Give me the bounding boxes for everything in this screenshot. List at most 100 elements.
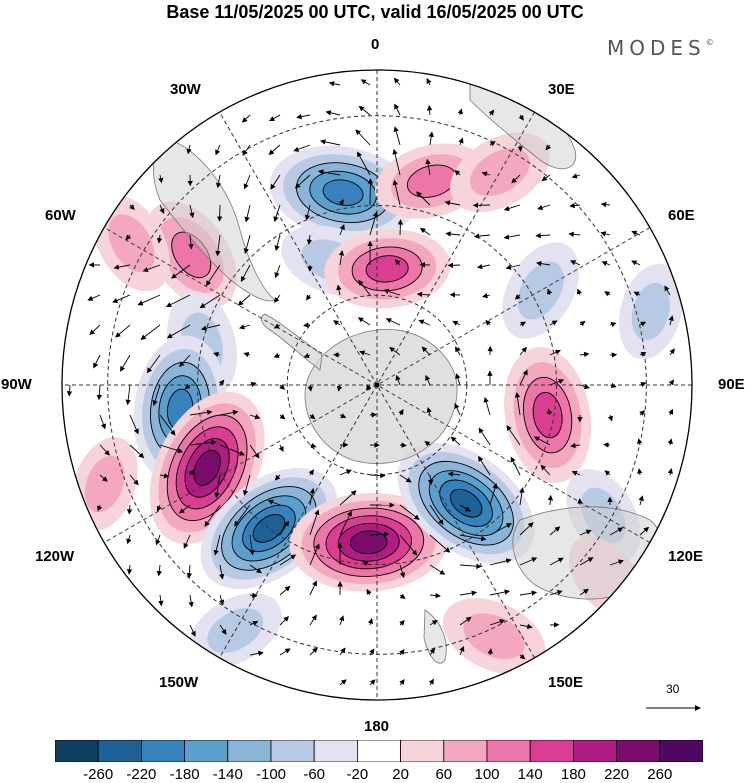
wind-vector <box>99 444 110 456</box>
wind-vector <box>218 379 225 386</box>
wind-vector <box>213 351 221 358</box>
wind-vector <box>426 407 432 416</box>
wind-vector <box>421 346 431 356</box>
wind-vector <box>570 260 581 266</box>
lon-label-120w: 120W <box>35 548 75 565</box>
wind-vector <box>454 402 461 416</box>
wind-vector <box>455 373 461 386</box>
wind-vector <box>459 645 465 656</box>
wind-vector <box>455 346 461 356</box>
wind-vector <box>535 232 551 239</box>
wind-vector <box>249 381 257 388</box>
wind-vector <box>395 374 401 386</box>
wind-vector <box>249 444 260 459</box>
wind-vector <box>305 294 312 301</box>
wind-vector <box>120 354 131 372</box>
wind-vector <box>205 264 221 287</box>
modes-logo: MODES© <box>607 36 714 60</box>
wind-vector <box>579 557 594 566</box>
wind-vector <box>237 294 251 306</box>
wind-vector <box>309 442 317 449</box>
wind-vector <box>668 408 674 416</box>
wind-vector <box>249 564 262 574</box>
wind-vector <box>96 384 102 401</box>
wind-vector <box>452 320 461 326</box>
wind-vector <box>487 648 493 656</box>
wind-vector <box>425 374 431 386</box>
wind-vector <box>447 262 461 269</box>
australia <box>512 506 661 600</box>
wind-vector <box>416 291 431 298</box>
wind-vector <box>249 650 264 657</box>
wind-vector <box>317 169 341 176</box>
contour-level <box>193 449 221 486</box>
wind-vector <box>333 320 341 326</box>
wind-vector <box>429 564 446 575</box>
wind-vector <box>274 234 281 252</box>
meridian-line <box>219 111 535 659</box>
wind-vector <box>576 288 582 296</box>
wind-vector <box>309 413 316 420</box>
wind-vector <box>178 504 191 514</box>
wind-vector <box>429 534 451 553</box>
wind-vector <box>189 439 217 446</box>
wind-vector <box>447 471 461 477</box>
wind-vector <box>320 139 341 146</box>
wind-vector <box>307 384 313 392</box>
wind-vector <box>669 348 675 356</box>
wind-vector <box>96 504 103 512</box>
wind-vector <box>339 510 352 536</box>
wind-vector <box>579 351 590 358</box>
wind-vector <box>389 346 401 356</box>
wind-vector <box>159 444 184 454</box>
wind-vector <box>541 174 551 182</box>
wind-vectors <box>66 77 675 686</box>
lon-label-30w: 30W <box>170 81 201 98</box>
wind-vector <box>514 293 521 300</box>
wind-vector <box>579 383 590 390</box>
wind-vector <box>395 259 401 266</box>
lon-label-60w: 60W <box>45 207 76 224</box>
wind-vector <box>419 227 431 236</box>
wind-vector <box>339 413 347 419</box>
wind-vector <box>156 504 162 512</box>
wind-vector <box>393 126 401 146</box>
wind-vector <box>579 529 592 536</box>
wind-vector <box>339 490 357 506</box>
wind-vector <box>429 620 438 626</box>
wind-vector <box>639 351 647 357</box>
wind-vector <box>240 264 251 282</box>
wind-vector <box>186 144 192 155</box>
map-boundary <box>61 69 693 701</box>
anomaly-cell <box>71 437 138 532</box>
wind-vector <box>93 354 101 369</box>
colorbar-swatch <box>313 740 358 762</box>
wind-vector <box>126 564 133 575</box>
lon-label-0: 0 <box>371 36 380 53</box>
wind-vector <box>215 174 222 189</box>
colorbar-swatch <box>141 740 186 762</box>
contour-level <box>449 488 483 518</box>
wind-vector <box>338 250 345 266</box>
wind-vector <box>482 293 491 299</box>
wind-vector <box>533 436 551 446</box>
wind-vector <box>549 589 563 596</box>
wind-vector <box>303 352 311 359</box>
wind-vector <box>549 526 561 536</box>
wind-vector <box>569 202 581 209</box>
wind-vector <box>201 324 221 331</box>
contour-level <box>469 148 530 197</box>
wind-vector <box>639 526 650 536</box>
wind-vector <box>519 653 526 660</box>
anomaly-cell <box>449 132 550 212</box>
wind-vector <box>481 171 491 177</box>
colorbar-tick-label: 220 <box>604 766 630 783</box>
wind-vector <box>399 679 405 686</box>
wind-vector <box>399 620 405 626</box>
colorbar-swatch <box>616 740 661 762</box>
wind-vector <box>399 504 420 520</box>
wind-vector <box>607 414 614 422</box>
wind-vector <box>183 534 191 549</box>
wind-vector <box>152 384 161 406</box>
